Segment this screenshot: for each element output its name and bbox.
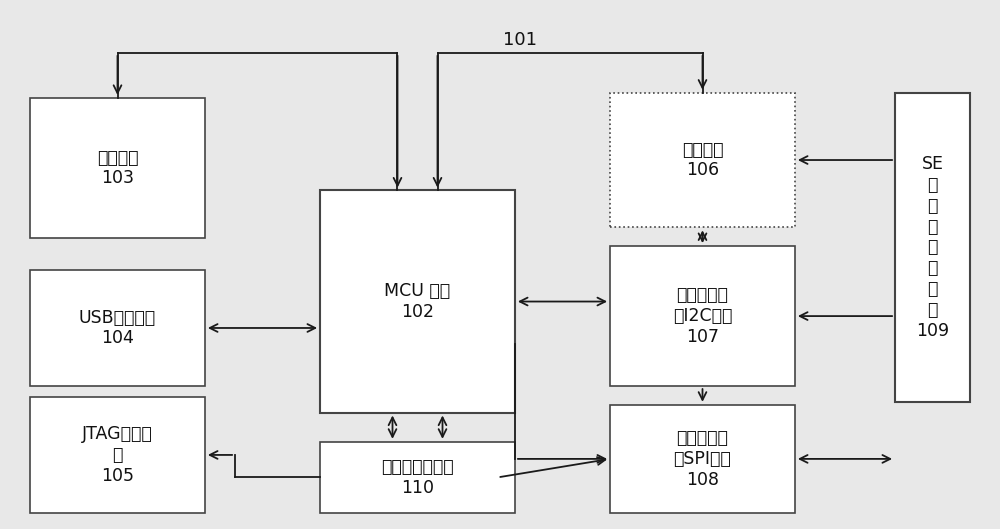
Text: USB传输接口
104: USB传输接口 104 (79, 308, 156, 348)
Text: 电源模块
103: 电源模块 103 (97, 149, 138, 187)
FancyBboxPatch shape (320, 442, 515, 513)
FancyBboxPatch shape (610, 93, 795, 227)
Text: 带电平转换
的I2C接口
107: 带电平转换 的I2C接口 107 (673, 286, 732, 346)
Text: 调压电路
106: 调压电路 106 (682, 141, 723, 179)
FancyBboxPatch shape (610, 405, 795, 513)
FancyBboxPatch shape (30, 270, 205, 386)
Text: MCU 模块
102: MCU 模块 102 (384, 282, 451, 321)
FancyBboxPatch shape (320, 190, 515, 413)
FancyBboxPatch shape (30, 98, 205, 238)
FancyBboxPatch shape (30, 397, 205, 513)
Text: 电源及外部接口
110: 电源及外部接口 110 (381, 458, 454, 497)
Text: JTAG调试接
口
105: JTAG调试接 口 105 (82, 425, 153, 485)
Text: SE
供
电
和
通
信
接
口
109: SE 供 电 和 通 信 接 口 109 (916, 155, 949, 340)
FancyBboxPatch shape (895, 93, 970, 402)
Text: 带电平转换
的SPI接口
108: 带电平转换 的SPI接口 108 (674, 429, 731, 489)
FancyBboxPatch shape (610, 246, 795, 386)
Text: 101: 101 (503, 31, 537, 49)
